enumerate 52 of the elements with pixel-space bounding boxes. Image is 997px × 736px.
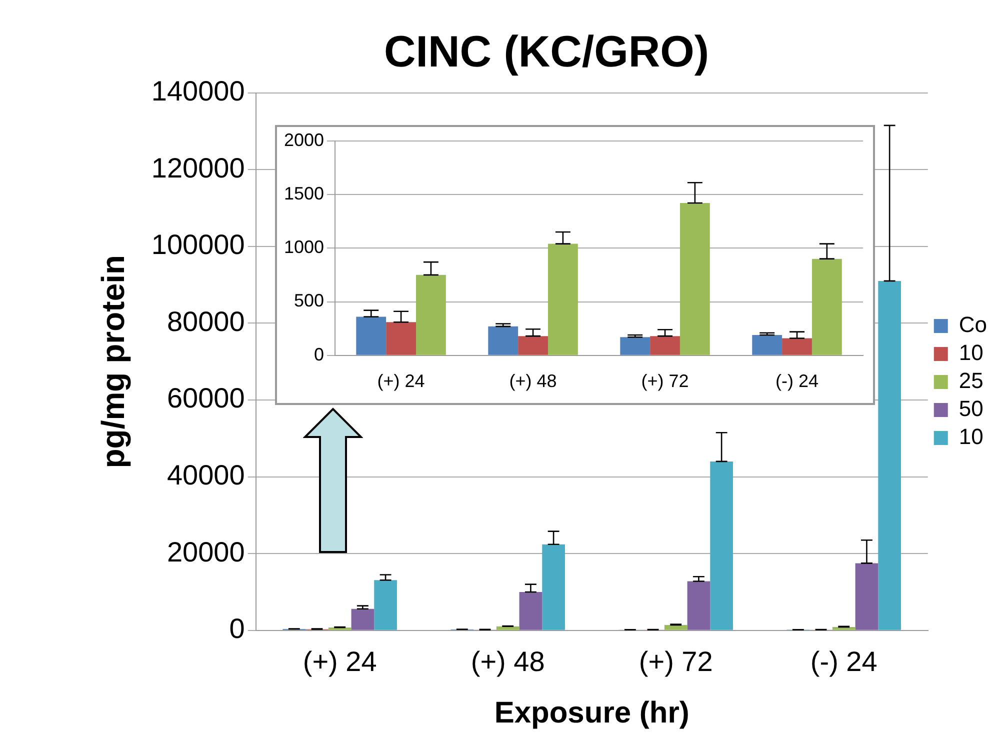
legend-label: 10 <box>958 424 984 450</box>
x-tick-label: (+) 24 <box>302 646 377 677</box>
bar <box>488 326 518 355</box>
bar <box>650 336 680 355</box>
y-tick-label: 80000 <box>166 306 245 337</box>
legend-label: 50 <box>958 396 984 422</box>
bar <box>812 258 842 355</box>
bar <box>620 337 650 355</box>
y-tick-label: 0 <box>314 344 324 364</box>
bar <box>687 581 710 630</box>
x-tick-label: (+) 24 <box>377 371 425 392</box>
x-tick-label: (+) 48 <box>509 371 557 392</box>
bar <box>519 592 542 630</box>
bar <box>680 203 710 355</box>
bar <box>878 280 901 630</box>
bar <box>782 338 812 355</box>
y-tick-label: 1500 <box>284 183 324 204</box>
y-tick-label: 0 <box>229 613 245 644</box>
x-tick-label: (+) 72 <box>641 371 689 392</box>
bar <box>548 244 578 355</box>
y-tick-label: 140000 <box>151 76 245 107</box>
bar <box>386 322 416 355</box>
y-tick-label: 1000 <box>284 237 324 258</box>
y-tick-label: 2000 <box>284 130 324 150</box>
y-tick-label: 120000 <box>151 152 245 184</box>
y-tick-label: 60000 <box>166 382 245 414</box>
x-tick-label: (-) 24 <box>810 646 878 677</box>
bar <box>496 626 520 630</box>
bar <box>416 274 446 355</box>
bar <box>518 336 548 355</box>
y-tick-label: 20000 <box>166 536 245 568</box>
bar <box>855 563 878 630</box>
bar <box>356 316 386 355</box>
y-tick-label: 40000 <box>166 460 245 491</box>
chart-title: CINC (KC/GRO) <box>384 28 710 77</box>
x-tick-label: (+) 72 <box>638 646 713 677</box>
x-axis-title: Exposure (hr) <box>494 696 690 730</box>
y-tick-label: 500 <box>294 290 324 311</box>
bar <box>752 335 782 355</box>
y-axis-title: pg/mg protein <box>95 254 132 468</box>
bar <box>832 626 856 630</box>
legend-label: 25 <box>958 368 984 394</box>
legend-label: Co <box>958 312 987 338</box>
bar <box>374 580 397 630</box>
bar <box>542 544 565 630</box>
legend-label: 10 <box>958 340 984 366</box>
bar <box>664 624 688 630</box>
bar <box>351 608 374 630</box>
x-tick-label: (-) 24 <box>776 371 819 392</box>
x-tick-label: (+) 48 <box>470 646 545 677</box>
y-tick-label: 100000 <box>151 229 245 260</box>
bar <box>710 461 733 630</box>
